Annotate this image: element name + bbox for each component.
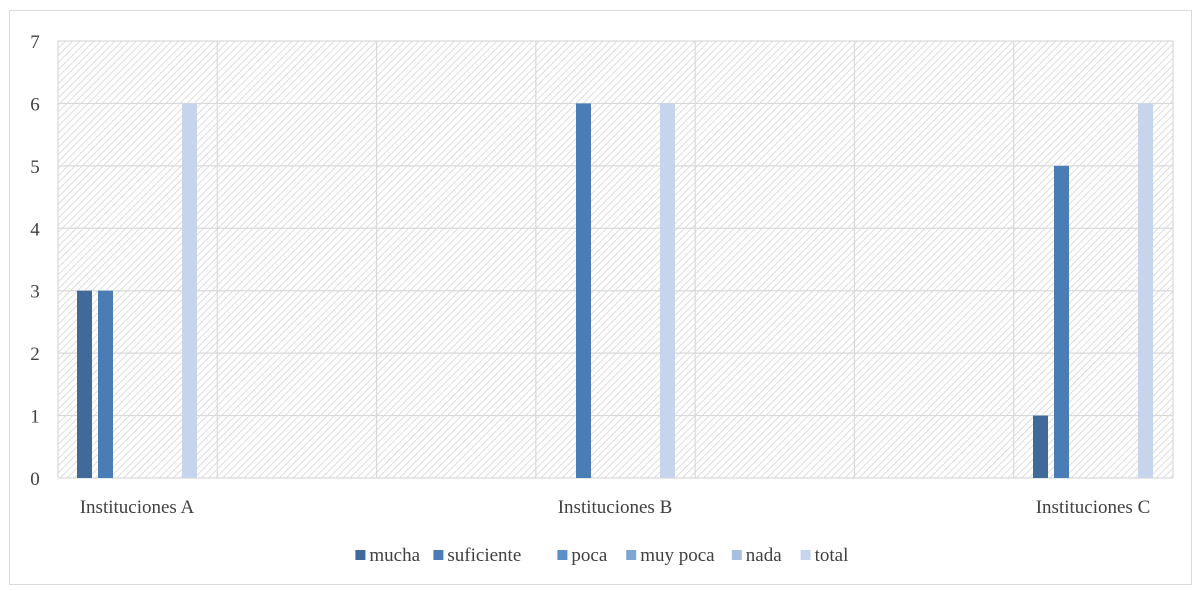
- legend: mucha suficiente poca muy poca nada total: [355, 545, 848, 566]
- gridlines: [57, 40, 1174, 479]
- y-tick-label: 3: [30, 282, 40, 303]
- y-tick-label: 6: [30, 94, 40, 115]
- bar: [182, 103, 197, 478]
- y-tick-label: 4: [30, 219, 40, 240]
- y-tick-label: 2: [30, 344, 40, 365]
- legend-label: suficiente: [447, 545, 521, 566]
- legend-swatch: [731, 550, 742, 560]
- x-tick-label: Instituciones B: [558, 497, 673, 518]
- y-axis-tick-labels: 0 1 2 3 4 5 6 7: [30, 32, 40, 490]
- bar: [1033, 415, 1048, 478]
- legend-swatch: [433, 550, 444, 560]
- y-tick-label: 1: [30, 407, 40, 428]
- legend-label: mucha: [369, 545, 420, 566]
- legend-label: muy poca: [640, 545, 715, 566]
- bar: [77, 290, 92, 478]
- plot-area-background: [58, 41, 1173, 478]
- y-tick-label: 7: [30, 32, 40, 53]
- x-tick-label: Instituciones A: [80, 497, 195, 518]
- y-tick-label: 0: [30, 469, 40, 490]
- x-tick-label: Instituciones C: [1036, 497, 1151, 518]
- bar: [1138, 103, 1153, 478]
- y-tick-label: 5: [30, 157, 40, 178]
- legend-label: total: [815, 545, 849, 566]
- bar: [660, 103, 675, 478]
- bar: [1054, 165, 1069, 478]
- legend-swatch: [355, 550, 366, 560]
- legend-label: nada: [746, 545, 782, 566]
- legend-swatch: [800, 550, 811, 560]
- bar: [576, 103, 591, 478]
- legend-label: poca: [571, 545, 607, 566]
- legend-swatch: [626, 550, 637, 560]
- bars: [77, 103, 1153, 478]
- x-axis-tick-labels: Instituciones A Instituciones B Institucio…: [80, 497, 1151, 518]
- bar: [98, 290, 113, 478]
- legend-swatch: [557, 550, 568, 560]
